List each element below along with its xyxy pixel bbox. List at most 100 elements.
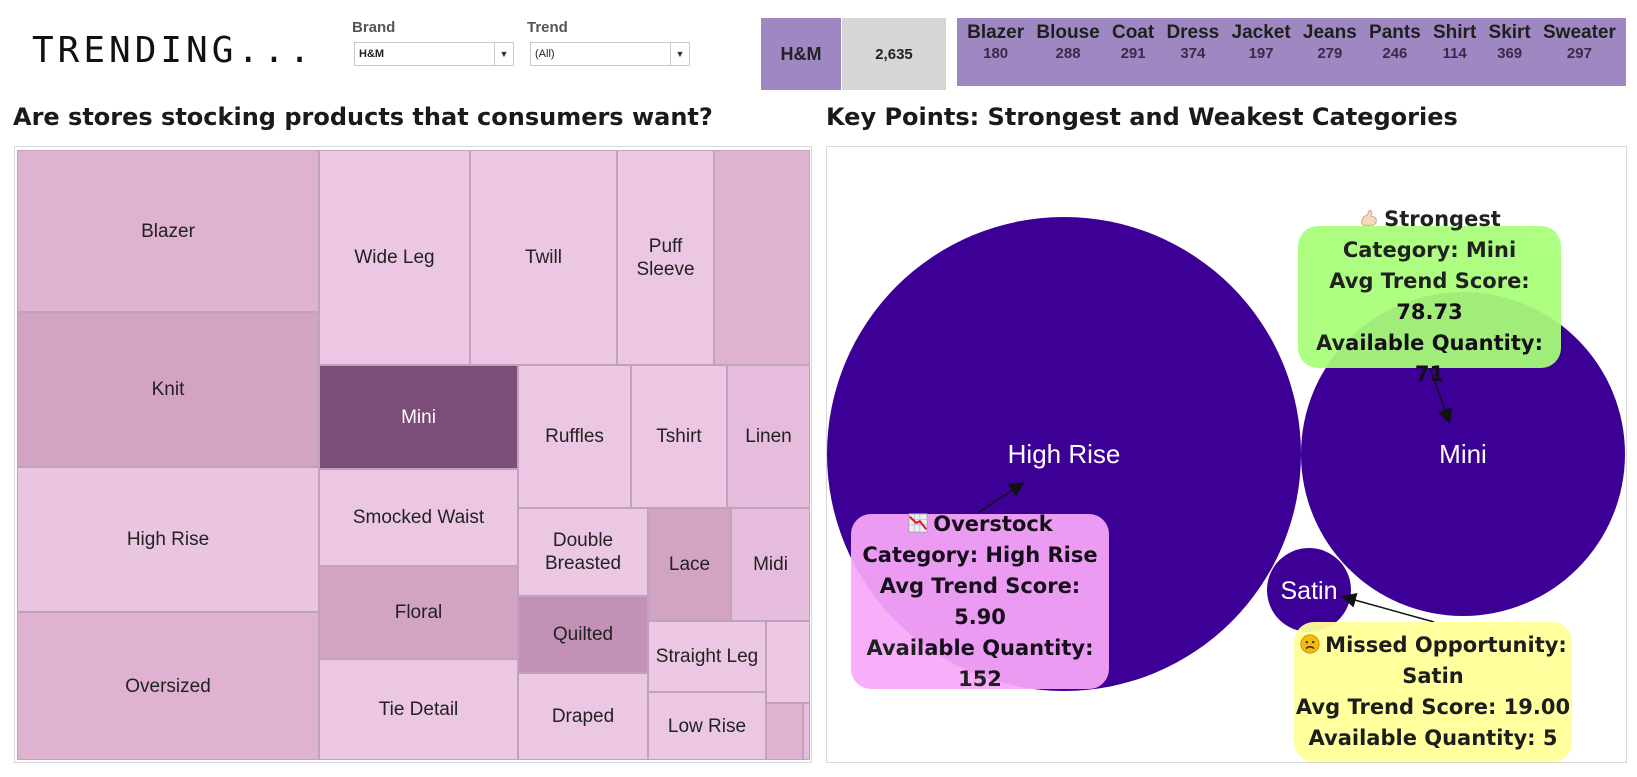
brand-filter-label: Brand: [352, 19, 396, 36]
flexed-arm-icon: [1361, 210, 1377, 226]
treemap-tile-puff-sleeve[interactable]: Puff Sleeve: [617, 150, 714, 365]
category-summary-item: Coat 291: [1112, 22, 1154, 82]
treemap-tile-ruffles[interactable]: Ruffles: [518, 365, 631, 508]
category-value: 369: [1497, 45, 1523, 62]
treemap-tile-wide-leg[interactable]: Wide Leg: [319, 150, 470, 365]
category-value: 246: [1382, 45, 1408, 62]
treemap-tile-label: Puff Sleeve: [636, 235, 695, 280]
brand-filter-value: H&M: [359, 48, 385, 60]
kpi-total-quantity: 2,635: [842, 18, 946, 90]
callout-strongest-title: Strongest: [1384, 207, 1501, 231]
category-summary-item: Jeans 279: [1303, 22, 1357, 82]
treemap-tile-label: High Rise: [126, 529, 210, 550]
treemap-tile-knit[interactable]: Knit: [17, 312, 319, 467]
category-value: 288: [1055, 45, 1081, 62]
category-name: Pants: [1369, 22, 1421, 43]
treemap-tile-unlabeled[interactable]: [766, 703, 803, 760]
category-value: 374: [1180, 45, 1206, 62]
treemap-tile-tie-detail[interactable]: Tie Detail: [319, 659, 518, 760]
treemap-tile-floral[interactable]: Floral: [319, 566, 518, 659]
brand-filter-dropdown[interactable]: H&M ▼: [354, 42, 514, 66]
treemap-tile-midi[interactable]: Midi: [731, 508, 810, 621]
category-name: Jacket: [1231, 22, 1291, 43]
treemap-tile-label: Low Rise: [667, 715, 747, 737]
bubble-satin[interactable]: [1267, 548, 1351, 632]
bubble-label-satin: Satin: [1281, 577, 1338, 605]
chevron-down-icon[interactable]: ▼: [494, 43, 513, 65]
trend-filter-dropdown[interactable]: (All) ▼: [530, 42, 690, 66]
bubble-mini[interactable]: [1301, 292, 1625, 616]
treemap-tile-blazer[interactable]: Blazer: [17, 150, 319, 312]
bubble-label-high-rise: High Rise: [1008, 439, 1121, 469]
bubble-panel: [826, 146, 1627, 763]
category-summary-item: Pants 246: [1369, 22, 1421, 82]
treemap-tile-oversized[interactable]: Oversized: [17, 612, 319, 760]
treemap-tile-draped[interactable]: Draped: [518, 673, 648, 760]
treemap-tile-label: Straight Leg: [655, 646, 759, 667]
treemap-tile-label: Lace: [668, 554, 711, 575]
treemap-tile-smocked-waist[interactable]: Smocked Waist: [319, 469, 518, 566]
category-value: 114: [1442, 45, 1467, 62]
category-name: Sweater: [1543, 22, 1616, 43]
callout-strongest-line: Avg Trend Score: 78.73: [1329, 269, 1530, 324]
arrow-strongest: [1429, 367, 1453, 424]
treemap-panel: Blazer Knit High Rise Oversized Wide Leg Twil…: [14, 146, 812, 763]
category-summary-item: Dress 374: [1166, 22, 1219, 82]
treemap-tile-unlabeled[interactable]: [766, 621, 810, 703]
callout-missed-line: Avg Trend Score: 19.00: [1295, 695, 1571, 719]
category-value: 291: [1120, 45, 1146, 62]
category-summary-item: Blazer 180: [967, 22, 1024, 82]
category-value: 279: [1317, 45, 1343, 62]
treemap-tile-label: Midi: [753, 554, 788, 575]
chevron-down-icon[interactable]: ▼: [670, 43, 689, 65]
treemap-tile-high-rise[interactable]: High Rise: [17, 467, 319, 612]
bubble-label-mini: Mini: [1439, 439, 1487, 469]
callout-strongest-line: Available Quantity: 71: [1315, 331, 1543, 386]
callout-strongest: Strongest Category: Mini Avg Trend Score…: [1298, 207, 1561, 386]
category-name: Skirt: [1488, 22, 1531, 43]
category-value: 197: [1248, 45, 1274, 62]
category-name: Shirt: [1433, 22, 1477, 43]
callout-overstock-head: Overstock: [907, 509, 1053, 540]
treemap-tile-label: Quilted: [552, 624, 614, 645]
callout-missed-head: Missed Opportunity:: [1299, 630, 1567, 661]
treemap-tile-label: Wide Leg: [354, 247, 435, 268]
treemap-tile-low-rise[interactable]: Low Rise: [648, 692, 766, 760]
callout-missed-line: Available Quantity: 5: [1308, 726, 1558, 750]
treemap-tile-tshirt[interactable]: Tshirt: [631, 365, 727, 508]
treemap-tile-unlabeled[interactable]: [714, 150, 810, 365]
category-summary-item: Blouse 288: [1036, 22, 1099, 82]
treemap-tile-label: Oversized: [125, 675, 211, 697]
treemap-tile-label: Tie Detail: [378, 699, 459, 720]
treemap-tile-mini[interactable]: Mini: [319, 365, 518, 469]
treemap-tile-label: Twill: [525, 247, 562, 268]
category-summary-item: Jacket 197: [1232, 22, 1291, 82]
category-name: Blouse: [1036, 22, 1100, 43]
treemap-tile-unlabeled[interactable]: [803, 703, 810, 760]
treemap-tile-double-breasted[interactable]: Double Breasted: [518, 508, 648, 596]
category-summary-item: Sweater 297: [1543, 22, 1616, 82]
treemap-tile-linen[interactable]: Linen: [727, 365, 810, 508]
category-name: Coat: [1111, 22, 1155, 43]
callout-missed-opportunity: Missed Opportunity: Satin Avg Trend Scor…: [1294, 622, 1572, 762]
callout-strongest-head: Strongest: [1358, 204, 1501, 235]
treemap-tile-quilted[interactable]: Quilted: [518, 596, 648, 673]
treemap-tile-label: Ruffles: [545, 426, 604, 447]
callout-missed-line: Satin: [1402, 664, 1464, 688]
treemap-title: Are stores stocking products that consum…: [13, 103, 713, 131]
category-value: 180: [983, 45, 1009, 62]
frowning-face-icon: [1300, 634, 1320, 654]
treemap-tile-lace[interactable]: Lace: [648, 508, 731, 621]
treemap-tile-label: Draped: [551, 706, 615, 727]
treemap-tile-label: Knit: [151, 379, 185, 400]
treemap-tile-straight-leg[interactable]: Straight Leg: [648, 621, 766, 692]
category-summary-bar: Blazer 180 Blouse 288 Coat 291 Dress 374 Jacket 1…: [957, 18, 1626, 86]
treemap-tile-twill[interactable]: Twill: [470, 150, 617, 365]
category-value: 297: [1566, 45, 1592, 62]
category-name: Jeans: [1302, 22, 1357, 43]
callout-strongest-line: Category: Mini: [1342, 238, 1517, 262]
treemap-tile-label: Blazer: [141, 220, 195, 242]
callout-overstock: Overstock Category: High Rise Avg Trend …: [851, 512, 1109, 691]
trend-filter-value: (All): [535, 48, 555, 60]
trend-filter-label: Trend: [527, 19, 568, 36]
